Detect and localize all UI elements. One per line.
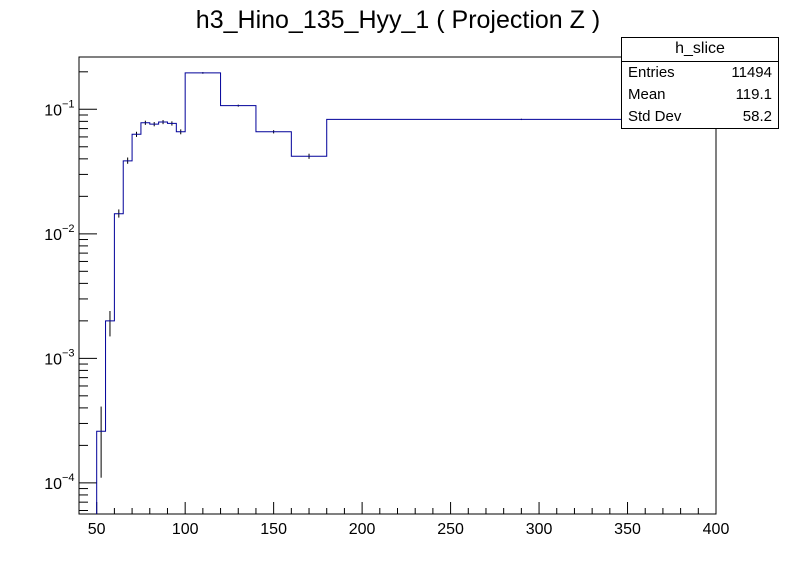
y-tick-exponent: −1 [62, 98, 75, 110]
x-tick-label: 250 [437, 521, 464, 538]
stats-box: h_slice Entries 11494 Mean 119.1 Std Dev… [621, 37, 779, 129]
stats-entries-label: Entries [628, 64, 675, 81]
y-tick-label: 10 [44, 227, 62, 244]
x-tick-label: 400 [703, 521, 730, 538]
histogram-line [96, 72, 716, 514]
x-tick-label: 300 [526, 521, 553, 538]
stats-mean-value: 119.1 [735, 86, 772, 103]
stats-std-row: Std Dev 58.2 [622, 106, 778, 128]
x-tick-label: 100 [172, 521, 199, 538]
stats-std-label: Std Dev [628, 108, 682, 125]
y-tick-label: 10 [44, 351, 62, 368]
stats-title: h_slice [622, 38, 778, 62]
stats-mean-label: Mean [628, 86, 666, 103]
x-tick-label: 350 [614, 521, 641, 538]
stats-mean-row: Mean 119.1 [622, 84, 778, 106]
y-tick-exponent: −3 [62, 347, 75, 359]
x-tick-label: 150 [260, 521, 287, 538]
x-tick-label: 50 [88, 521, 106, 538]
y-tick-exponent: −2 [62, 223, 75, 235]
stats-std-value: 58.2 [742, 108, 772, 125]
axes [78, 71, 717, 514]
chart-title: h3_Hino_135_Hyy_1 ( Projection Z ) [195, 6, 601, 34]
y-tick-label: 10 [44, 476, 62, 493]
y-tick-label: 10 [44, 102, 62, 119]
y-tick-labels: 10−410−310−210−1 [44, 98, 74, 493]
x-tick-label: 200 [349, 521, 376, 538]
error-bars [100, 72, 522, 478]
x-tick-labels: 50 100 150 200 250 300 350 400 [88, 521, 730, 538]
y-tick-exponent: −4 [62, 472, 75, 484]
stats-entries-row: Entries 11494 [622, 62, 778, 84]
stats-entries-value: 11494 [731, 64, 772, 81]
